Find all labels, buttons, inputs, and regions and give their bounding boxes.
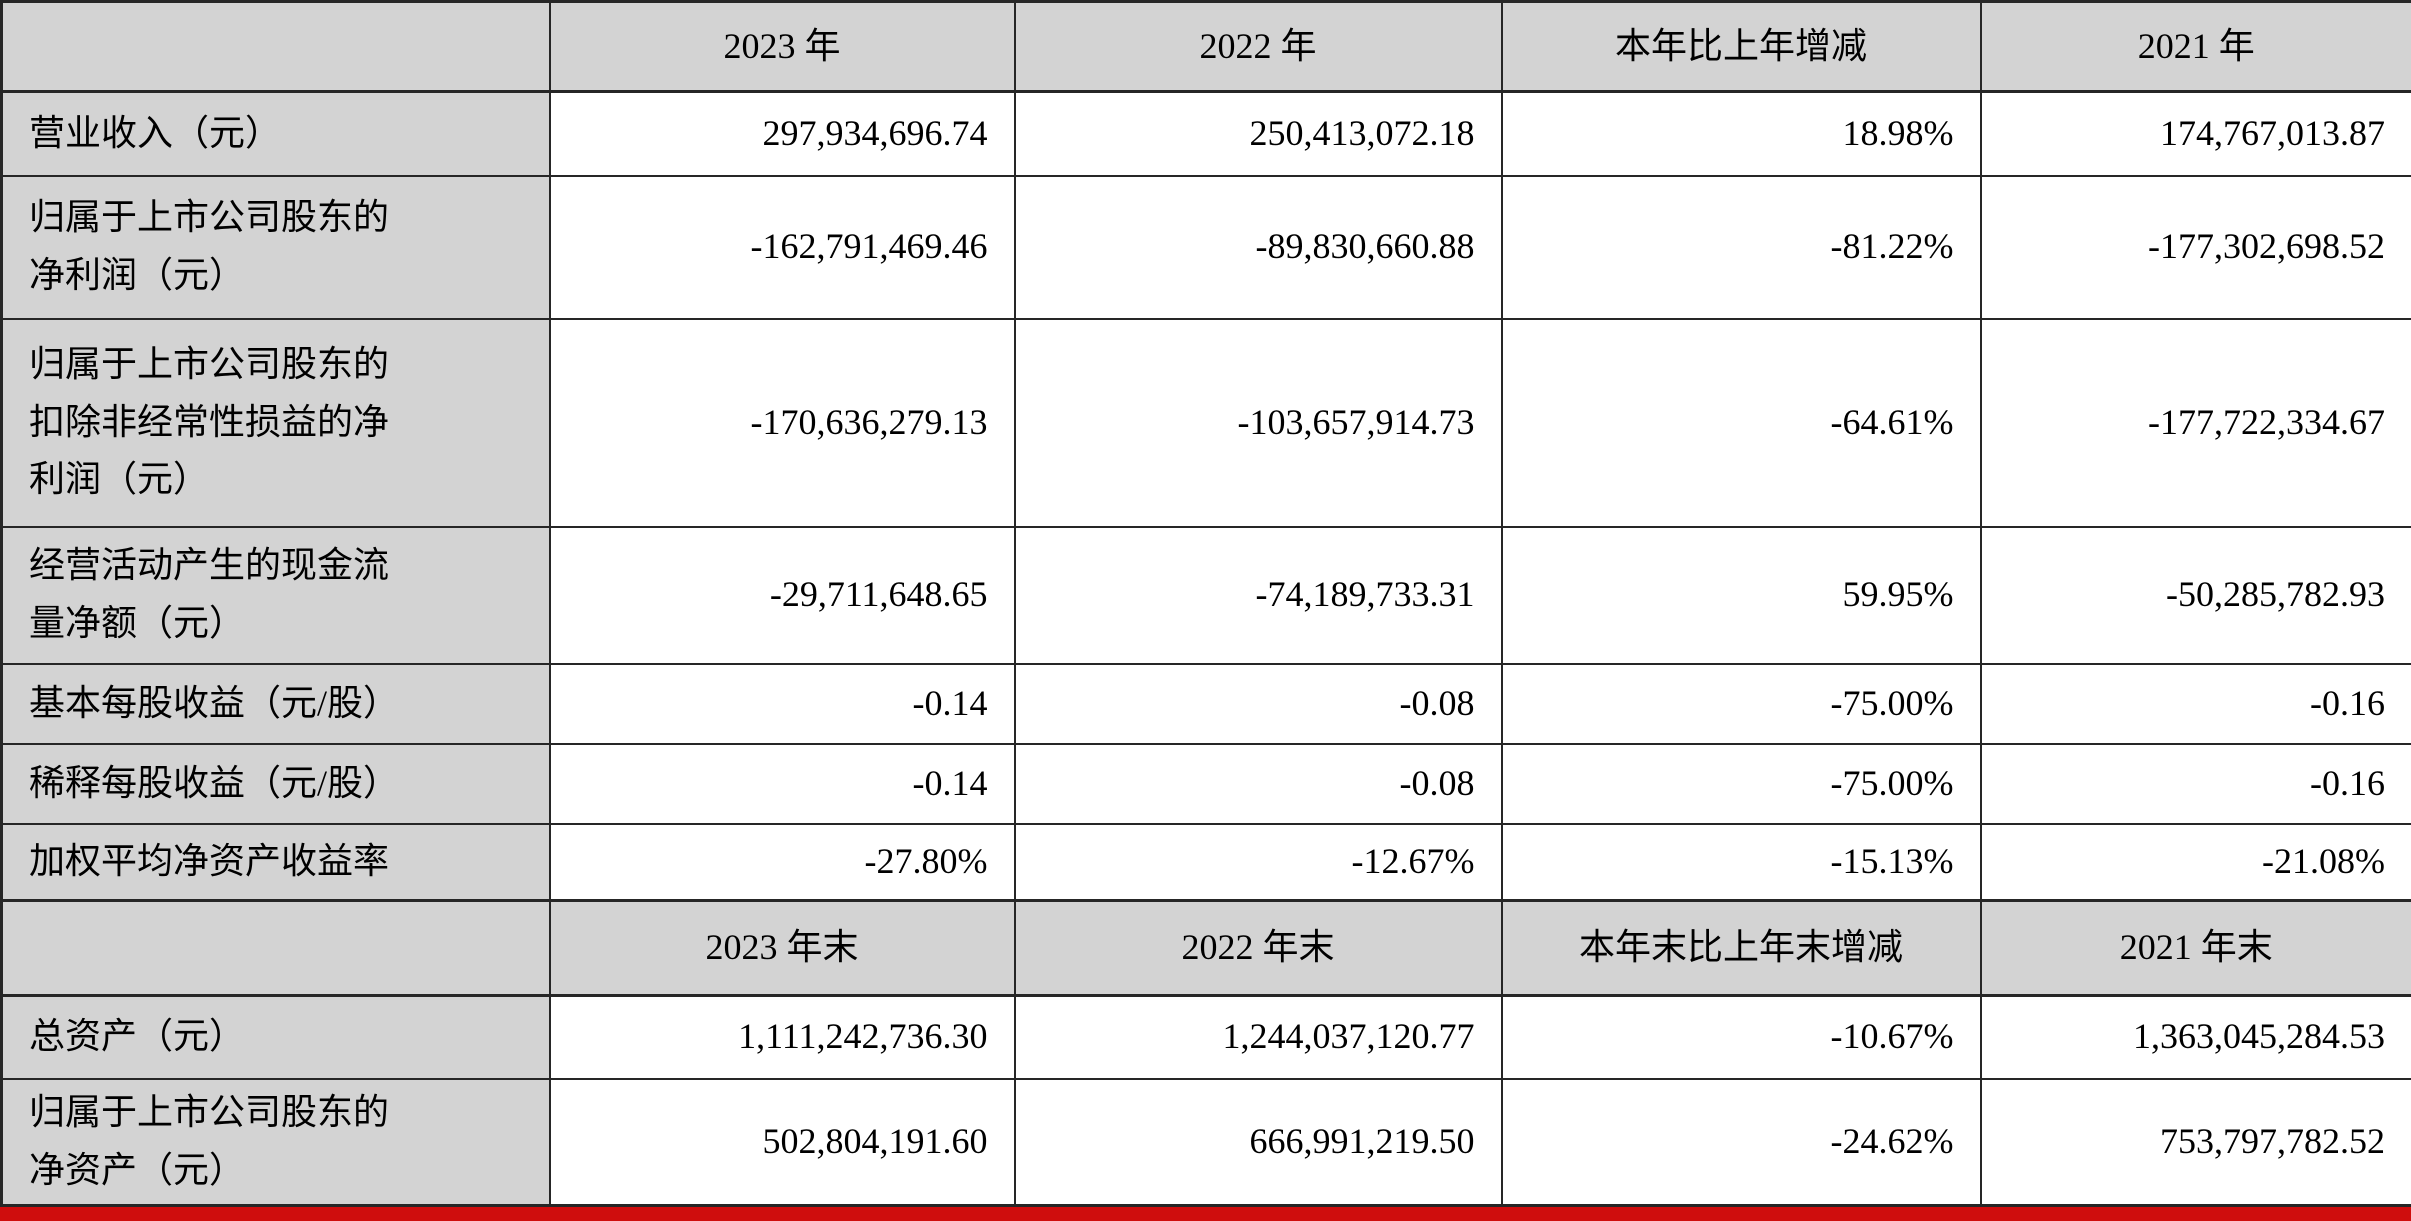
col-header-yoy-change: 本年比上年增减 [1500,0,1982,93]
cell-value: -170,636,279.13 [548,317,1016,528]
col-header-2021: 2021 年 [1979,0,2411,93]
cell-value: -0.14 [548,662,1016,745]
cell-value: 1,111,242,736.30 [548,994,1016,1080]
col-header-2021-end: 2021 年末 [1979,899,2411,997]
cell-value: 18.98% [1500,90,1982,177]
cell-value: -12.67% [1013,822,1503,902]
cell-value: 250,413,072.18 [1013,90,1503,177]
cell-value: -75.00% [1500,742,1982,825]
year-end-header-row: 2023 年末 2022 年末 本年末比上年末增减 2021 年末 [0,899,2411,997]
col-header-2022-end: 2022 年末 [1013,899,1503,997]
header-empty-cell [0,0,551,93]
cell-value: 297,934,696.74 [548,90,1016,177]
row-label: 归属于上市公司股东的 净资产（元） [0,1077,551,1207]
row-label: 经营活动产生的现金流 量净额（元） [0,525,551,665]
cell-value: -0.16 [1979,662,2411,745]
cell-value: -0.16 [1979,742,2411,825]
cell-value: -0.14 [548,742,1016,825]
table-row-net-profit: 归属于上市公司股东的 净利润（元） -162,791,469.46 -89,83… [0,174,2411,320]
period-header-row: 2023 年 2022 年 本年比上年增减 2021 年 [0,0,2411,93]
cell-value: -21.08% [1979,822,2411,902]
row-label: 基本每股收益（元/股） [0,662,551,745]
table-row-basic-eps: 基本每股收益（元/股） -0.14 -0.08 -75.00% -0.16 [0,662,2411,745]
col-header-2023: 2023 年 [548,0,1016,93]
bottom-red-bar [0,1207,2411,1221]
table-row-net-profit-excl-nonrecurring: 归属于上市公司股东的 扣除非经常性损益的净 利润（元） -170,636,279… [0,317,2411,528]
cell-value: -89,830,660.88 [1013,174,1503,320]
cell-value: 1,244,037,120.77 [1013,994,1503,1080]
table-row-net-assets: 归属于上市公司股东的 净资产（元） 502,804,191.60 666,991… [0,1077,2411,1207]
cell-value: 753,797,782.52 [1979,1077,2411,1207]
table-row-total-assets: 总资产（元） 1,111,242,736.30 1,244,037,120.77… [0,994,2411,1080]
cell-value: 666,991,219.50 [1013,1077,1503,1207]
row-label: 归属于上市公司股东的 净利润（元） [0,174,551,320]
table-row-weighted-avg-roe: 加权平均净资产收益率 -27.80% -12.67% -15.13% -21.0… [0,822,2411,902]
cell-value: -50,285,782.93 [1979,525,2411,665]
col-header-2022: 2022 年 [1013,0,1503,93]
row-label: 稀释每股收益（元/股） [0,742,551,825]
cell-value: -24.62% [1500,1077,1982,1207]
table-row-operating-cash-flow: 经营活动产生的现金流 量净额（元） -29,711,648.65 -74,189… [0,525,2411,665]
table-row-revenue: 营业收入（元） 297,934,696.74 250,413,072.18 18… [0,90,2411,177]
cell-value: -75.00% [1500,662,1982,745]
cell-value: -177,302,698.52 [1979,174,2411,320]
col-header-year-end-change: 本年末比上年末增减 [1500,899,1982,997]
cell-value: -27.80% [548,822,1016,902]
table-row-diluted-eps: 稀释每股收益（元/股） -0.14 -0.08 -75.00% -0.16 [0,742,2411,825]
header-empty-cell [0,899,551,997]
cell-value: -10.67% [1500,994,1982,1080]
cell-value: 502,804,191.60 [548,1077,1016,1207]
cell-value: 174,767,013.87 [1979,90,2411,177]
cell-value: -162,791,469.46 [548,174,1016,320]
row-label: 营业收入（元） [0,90,551,177]
col-header-2023-end: 2023 年末 [548,899,1016,997]
cell-value: -0.08 [1013,662,1503,745]
cell-value: -74,189,733.31 [1013,525,1503,665]
cell-value: 59.95% [1500,525,1982,665]
cell-value: -0.08 [1013,742,1503,825]
row-label: 总资产（元） [0,994,551,1080]
cell-value: -103,657,914.73 [1013,317,1503,528]
cell-value: -29,711,648.65 [548,525,1016,665]
row-label: 归属于上市公司股东的 扣除非经常性损益的净 利润（元） [0,317,551,528]
cell-value: 1,363,045,284.53 [1979,994,2411,1080]
cell-value: -64.61% [1500,317,1982,528]
row-label: 加权平均净资产收益率 [0,822,551,902]
cell-value: -81.22% [1500,174,1982,320]
cell-value: -15.13% [1500,822,1982,902]
cell-value: -177,722,334.67 [1979,317,2411,528]
